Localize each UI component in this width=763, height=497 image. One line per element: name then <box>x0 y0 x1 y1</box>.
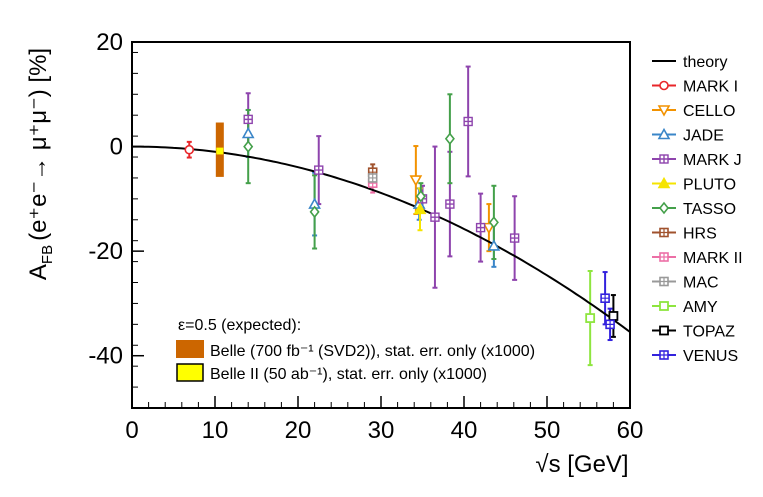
belle-bars-layer <box>215 122 224 177</box>
legend-mark-ii-label: MARK II <box>683 250 743 267</box>
legend-jade-marker <box>657 127 671 140</box>
y-label-main: A <box>25 264 52 280</box>
belle2-bar <box>216 147 224 155</box>
belle2-legend-label: Belle II (50 ab⁻¹), stat. err. only (x10… <box>210 366 487 383</box>
mac-point-plus <box>368 173 377 182</box>
theory-curve <box>132 145 631 333</box>
mark-j-point-plus <box>244 115 253 124</box>
belle-legend-label: Belle (700 fb⁻¹ (SVD2)), stat. err. only… <box>210 343 535 360</box>
mark-j-point-plus <box>510 234 519 243</box>
cello-point <box>482 222 496 235</box>
legend-hrs-label: HRS <box>683 226 717 243</box>
x-tick-label: 20 <box>285 417 312 444</box>
x-tick-label: 0 <box>125 417 138 444</box>
legend-hrs-marker-plus <box>660 228 668 237</box>
legend-venus-marker-plus <box>660 351 668 359</box>
legend-tasso-marker <box>658 201 670 215</box>
venus-point-plus <box>606 320 615 329</box>
legend-tasso-label: TASSO <box>683 201 736 218</box>
legend-jade-label: JADE <box>683 128 724 145</box>
mark-j-point-plus <box>476 223 485 232</box>
legend-topaz-label: TOPAZ <box>683 324 735 341</box>
belle-annotation: ε=0.5 (expected): <box>178 317 301 334</box>
legend-mac-label: MAC <box>683 275 719 292</box>
y-label-rest: (e⁺e⁻→ μ⁺μ⁻) [%] <box>25 48 52 241</box>
tasso-point <box>243 140 254 153</box>
legend-pluto-marker <box>657 176 671 189</box>
legend-mark-j-label: MARK J <box>683 152 742 169</box>
legend-pluto-label: PLUTO <box>683 177 736 194</box>
legend-mac-marker-plus <box>660 277 668 286</box>
legend-topaz-marker <box>659 325 669 336</box>
mark-j-point-plus <box>314 166 323 175</box>
x-axis-label: √s [GeV] <box>535 451 628 478</box>
topaz-point <box>608 311 619 321</box>
tasso-point <box>444 132 455 146</box>
x-tick-label: 60 <box>617 417 644 444</box>
y-tick-label: -20 <box>88 238 123 265</box>
legend: theory MARK I CELLO JADE MARK J PLUTO TASSO HRS… <box>652 54 743 365</box>
tasso-point <box>415 189 426 203</box>
x-tick-label: 40 <box>451 417 478 444</box>
markers-layer <box>184 114 619 330</box>
tasso-point <box>488 216 499 229</box>
jade-point <box>487 239 501 251</box>
amy-point <box>585 313 596 323</box>
legend-mark-i-marker <box>659 80 669 91</box>
legend-mark-j-marker-plus <box>660 155 668 163</box>
x-tick-label: 30 <box>368 417 395 444</box>
mark-i-point <box>184 144 195 155</box>
theory-layer <box>132 145 631 333</box>
legend-amy-marker <box>659 301 669 311</box>
legend-cello-marker <box>657 105 671 117</box>
mark-j-point-plus <box>445 200 454 209</box>
belle2-legend-swatch <box>176 363 204 382</box>
legend-theory-label: theory <box>683 54 727 71</box>
legend-mark-ii-marker-plus <box>660 253 668 261</box>
jade-point <box>241 126 255 139</box>
pluto-point <box>413 202 427 215</box>
legend-venus-label: VENUS <box>683 348 738 365</box>
tasso-point <box>309 205 320 219</box>
mark-j-point-plus <box>430 213 439 222</box>
venus-point-plus <box>601 294 610 303</box>
y-tick-label: 0 <box>110 134 123 161</box>
legend-amy-label: AMY <box>683 299 718 316</box>
y-tick-label: 20 <box>96 29 123 56</box>
cello-point <box>409 175 423 187</box>
x-tick-label: 10 <box>202 417 229 444</box>
mark-j-point-plus <box>464 117 473 126</box>
legend-mark-i-label: MARK I <box>683 79 738 96</box>
y-axis-label: AFB (e⁺e⁻→ μ⁺μ⁻) [%] <box>25 48 56 280</box>
y-label-sub: FB <box>39 245 56 264</box>
legend-cello-label: CELLO <box>683 103 735 120</box>
y-tick-label: -40 <box>88 343 123 370</box>
ticks-layer: 0 10 20 30 40 50 60 20 0 -20 -40 <box>88 29 643 444</box>
belle-legend-swatch <box>176 340 204 358</box>
x-tick-label: 50 <box>534 417 561 444</box>
